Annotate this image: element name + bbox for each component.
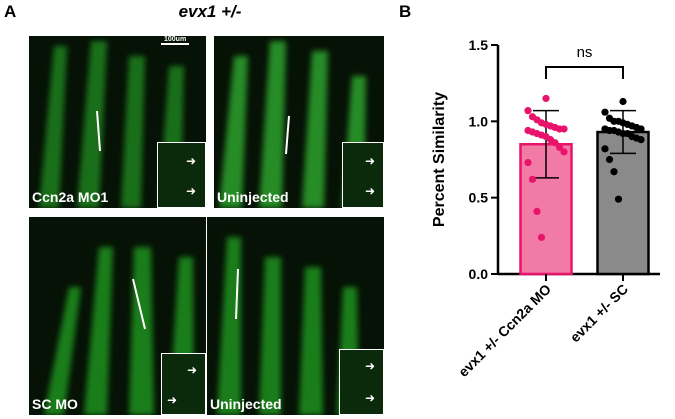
data-point <box>619 97 627 106</box>
inset-image: ➜ ➜ <box>157 142 206 208</box>
category-label: evx1 +/- Ccn2a MO <box>455 281 554 380</box>
image-label: Uninjected <box>210 396 282 412</box>
svg-text:➜: ➜ <box>186 154 196 168</box>
data-point <box>637 125 645 133</box>
svg-text:➜: ➜ <box>167 393 177 407</box>
inset-image: ➜ ➜ <box>339 349 384 415</box>
data-point <box>637 136 645 144</box>
image-label: Uninjected <box>217 189 289 205</box>
data-point <box>560 125 568 133</box>
data-point <box>551 139 559 147</box>
data-point <box>614 195 623 203</box>
inset-image: ➜ ➜ <box>342 142 384 208</box>
data-point <box>528 175 537 183</box>
panel-a-title: evx1 +/- <box>178 2 242 21</box>
significance-bracket <box>545 66 624 79</box>
data-point <box>555 143 564 151</box>
data-point <box>560 148 568 156</box>
svg-text:➜: ➜ <box>187 363 197 377</box>
significance-label: ns <box>577 44 593 61</box>
svg-text:➜: ➜ <box>365 184 375 198</box>
svg-text:➜: ➜ <box>365 154 375 168</box>
panel-a-letter: A <box>4 2 17 21</box>
svg-text:➜: ➜ <box>365 391 375 405</box>
micrograph-uninjected-top: ➜ ➜ Uninjected <box>214 36 384 208</box>
svg-text:➜: ➜ <box>186 184 196 198</box>
y-tick-label: 0.5 <box>469 190 489 206</box>
image-label: Ccn2a MO1 <box>32 189 109 205</box>
category-label: evx1 +/- SC <box>567 281 631 345</box>
inset-image: ➜ ➜ <box>161 353 206 415</box>
data-point <box>524 158 532 167</box>
micrograph-sc-mo: ➜ ➜ SC MO <box>29 217 206 415</box>
data-point <box>610 168 618 176</box>
data-point <box>601 108 609 116</box>
data-point <box>533 207 541 216</box>
data-point <box>601 145 609 153</box>
svg-text:➜: ➜ <box>365 359 375 373</box>
y-tick-label: 1.5 <box>469 37 489 53</box>
panel-b-letter: B <box>399 2 412 21</box>
data-point <box>524 107 532 115</box>
y-axis-label: Percent Similarity <box>431 92 448 227</box>
data-point <box>605 155 614 164</box>
y-tick-label: 0.0 <box>469 266 489 282</box>
y-tick-label: 1.0 <box>469 113 489 129</box>
image-label: SC MO <box>32 396 78 412</box>
micrograph-uninjected-bottom: ➜ ➜ Uninjected <box>207 217 384 415</box>
fin-rays-image <box>217 237 359 415</box>
data-point <box>537 233 546 241</box>
scale-bar-label: 100um <box>164 36 187 43</box>
data-point <box>542 94 550 103</box>
micrograph-ccn2a-mo1: 100um ➜ ➜ Ccn2a MO1 <box>29 36 206 208</box>
